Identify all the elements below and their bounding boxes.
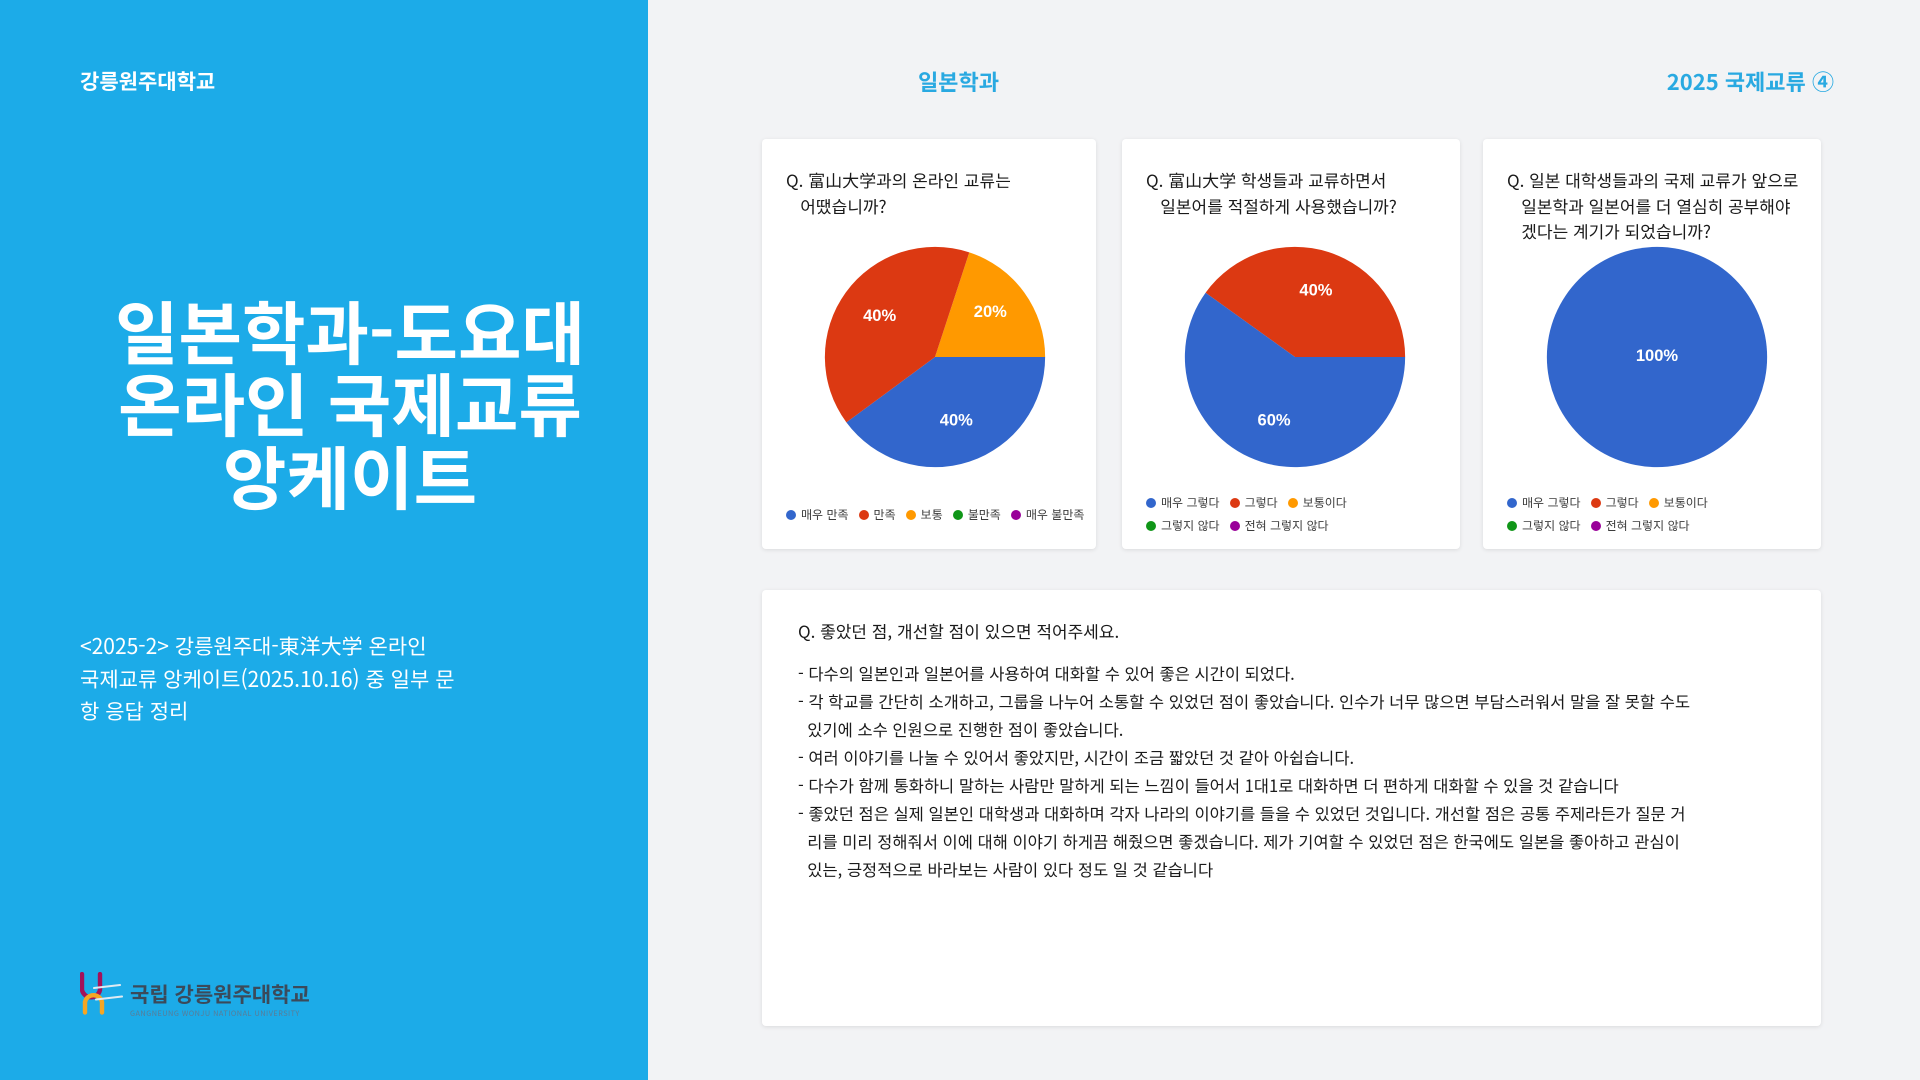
svg-text:GANGNEUNG WONJU NATIONAL UNIVE: GANGNEUNG WONJU NATIONAL UNIVERSITY xyxy=(130,1009,300,1019)
svg-text:20%: 20% xyxy=(974,302,1007,321)
svg-text:100%: 100% xyxy=(1636,346,1679,365)
svg-text:40%: 40% xyxy=(1299,281,1332,300)
svg-text:40%: 40% xyxy=(863,306,896,325)
svg-text:60%: 60% xyxy=(1258,410,1291,429)
svg-text:국립 강릉원주대학교: 국립 강릉원주대학교 xyxy=(130,979,310,1009)
svg-text:40%: 40% xyxy=(940,410,973,429)
